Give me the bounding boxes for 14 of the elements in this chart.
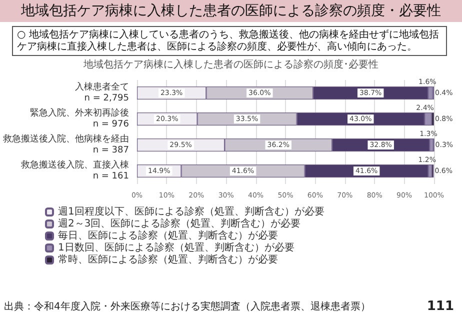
legend-label: 週1回程度以下、医師による診察（処置、判断含む）が必要 xyxy=(58,206,324,218)
chart-title: 地域包括ケア病棟に入棟した患者の医師による診察の頻度・必要性 xyxy=(20,3,441,19)
y-tick-label: 救急搬送後入院、他病棟を経由 n = 387 xyxy=(2,134,129,156)
y-tick-label: 入棟患者全て n = 2,795 xyxy=(75,82,129,104)
y-tick-label: 緊急入院、外来初再診後 n = 976 xyxy=(30,108,130,130)
legend-label: 常時、医師による診察（処置、判断含む）が必要 xyxy=(58,254,278,266)
legend-label: 毎日、医師による診察（処置、判断含む）が必要 xyxy=(58,230,278,242)
legend-label: 1日数回、医師による診察（処置、判断含む）が必要 xyxy=(58,242,294,254)
legend-label: 週2～3回、医師による診察（処置、判断含む）が必要 xyxy=(58,218,301,230)
text: 111 xyxy=(426,299,454,314)
source-note: 出典：令和4年度入院・外来医療等における実態調査（入院患者票、退棟患者票） xyxy=(4,300,370,312)
text: 地域包括ケア病棟に入棟した患者の医師による診察の頻度･必要性 xyxy=(82,58,378,70)
y-tick-label: 救急搬送後入院、直接入棟 n = 161 xyxy=(20,160,129,182)
chart-subtitle: ○ 地域包括ケア病棟に入棟している患者のうち、救急搬送後、他の病棟を経由せずに地域包括ケア病棟に直接入棟した患者は、医師による診察の頻度、必要性が、高い傾向にあった。 xyxy=(17,28,439,52)
